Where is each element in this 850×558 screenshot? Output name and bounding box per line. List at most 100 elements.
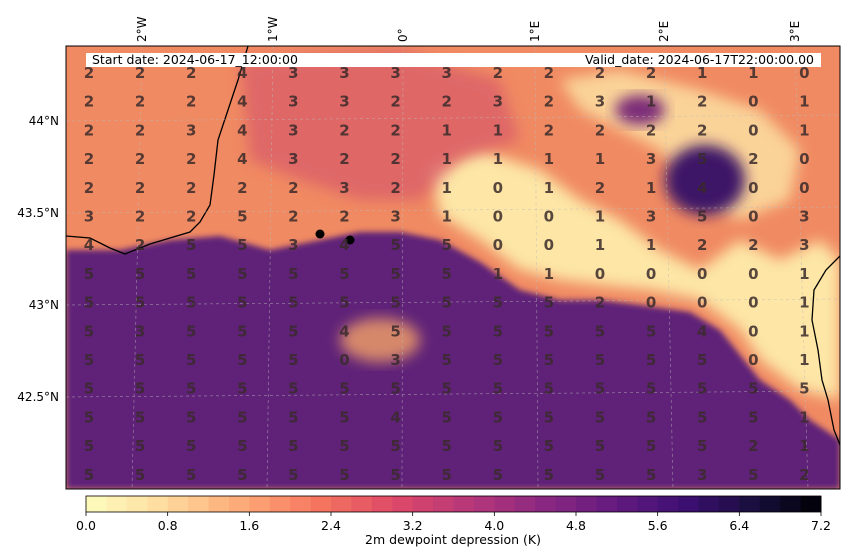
- longitude-labels: 2°W 1°W 0° 1°E 2°E 3°E: [135, 16, 802, 42]
- grid-value: 5: [441, 294, 451, 312]
- grid-value: 2: [135, 150, 145, 168]
- grid-value: 3: [339, 93, 349, 111]
- grid-value: 0: [493, 208, 503, 226]
- grid-value: 0: [544, 208, 554, 226]
- colorbar-tick-label: 2.4: [321, 518, 341, 533]
- grid-value: 5: [697, 351, 707, 369]
- grid-value: 5: [135, 351, 145, 369]
- grid-value: 2: [595, 64, 605, 82]
- grid-value: 5: [544, 437, 554, 455]
- grid-value: 1: [697, 64, 707, 82]
- grid-value: 3: [339, 64, 349, 82]
- colorbar-segment: [637, 496, 659, 512]
- grid-value: 5: [186, 437, 196, 455]
- grid-value: 5: [84, 265, 94, 283]
- grid-value: 2: [595, 294, 605, 312]
- grid-value: 2: [390, 121, 400, 139]
- grid-value: 5: [288, 437, 298, 455]
- grid-value: 5: [493, 466, 503, 484]
- colorbar-segment: [433, 496, 454, 512]
- grid-value: 5: [135, 380, 145, 398]
- grid-value: 4: [697, 322, 707, 340]
- latitude-label: 43.5°N: [17, 206, 59, 220]
- colorbar-segment: [453, 496, 475, 512]
- meridian: [663, 46, 674, 489]
- grid-value: 2: [135, 64, 145, 82]
- grid-value: 5: [748, 380, 758, 398]
- grid-value: 5: [595, 322, 605, 340]
- grid-value: 5: [186, 322, 196, 340]
- grid-value: 0: [493, 179, 503, 197]
- grid-value: 5: [595, 380, 605, 398]
- colorbar: [86, 496, 822, 512]
- grid-value: 2: [135, 179, 145, 197]
- grid-value: 5: [697, 150, 707, 168]
- colorbar-segment: [698, 496, 720, 512]
- grid-value: 1: [799, 121, 809, 139]
- grid-value: 2: [135, 208, 145, 226]
- grid-value: 5: [237, 408, 247, 426]
- grid-value: 0: [748, 322, 758, 340]
- grid-value: 2: [748, 236, 758, 254]
- grid-value: 0: [748, 351, 758, 369]
- grid-value: 5: [84, 380, 94, 398]
- grid-value: 2: [84, 64, 94, 82]
- grid-value: 5: [697, 437, 707, 455]
- grid-value: 5: [799, 380, 809, 398]
- grid-value: 3: [697, 466, 707, 484]
- grid-value: 2: [186, 150, 196, 168]
- grid-value: 1: [799, 437, 809, 455]
- colorbar-segment: [555, 496, 577, 512]
- colorbar-segment: [678, 496, 699, 512]
- colorbar-segment: [188, 496, 209, 512]
- grid-value: 3: [390, 64, 400, 82]
- grid-value: 5: [135, 437, 145, 455]
- grid-value: 5: [390, 265, 400, 283]
- colorbar-tick-label: 4.0: [484, 518, 504, 533]
- colorbar-segment: [535, 496, 557, 512]
- grid-value: 2: [748, 437, 758, 455]
- colorbar-tick-label: 0.8: [158, 518, 178, 533]
- grid-value: 2: [186, 179, 196, 197]
- field-dark-spot-mid: [615, 95, 665, 125]
- grid-value: 5: [544, 294, 554, 312]
- grid-value: 1: [748, 64, 758, 82]
- grid-value: 2: [441, 93, 451, 111]
- grid-value: 2: [186, 64, 196, 82]
- grid-value: 3: [288, 236, 298, 254]
- grid-value: 0: [748, 121, 758, 139]
- grid-value: 5: [390, 294, 400, 312]
- grid-value: 4: [390, 408, 400, 426]
- colorbar-segment: [616, 496, 638, 512]
- grid-value: 1: [595, 208, 605, 226]
- colorbar-segment: [208, 496, 230, 512]
- grid-value: 1: [646, 93, 656, 111]
- coastline-east: [811, 255, 840, 446]
- grid-value: 5: [84, 408, 94, 426]
- field-ocean-light-patch: [340, 318, 420, 362]
- field-low-region: [430, 150, 840, 400]
- grid-value: 5: [544, 322, 554, 340]
- grid-value: 0: [799, 150, 809, 168]
- grid-value: 5: [84, 466, 94, 484]
- grid-value: 5: [339, 437, 349, 455]
- latitude-label: 43°N: [29, 298, 59, 312]
- grid-value: 5: [237, 208, 247, 226]
- colorbar-tick-label: 0.0: [76, 518, 96, 533]
- valid-date-label: Valid_date: 2024-06-17T22:00:00.00: [585, 52, 814, 67]
- grid-value: 2: [748, 150, 758, 168]
- grid-value: 2: [186, 93, 196, 111]
- grid-value: 5: [493, 408, 503, 426]
- grid-value: 3: [288, 64, 298, 82]
- grid-value: 3: [186, 121, 196, 139]
- colorbar-ticks: 0.0 0.8 1.6 2.4 3.2 4.0 4.8 5.6 6.4 7.2: [76, 512, 831, 533]
- colorbar-segment: [249, 496, 271, 512]
- grid-value: 5: [288, 351, 298, 369]
- grid-value: 4: [237, 93, 247, 111]
- grid-value: 5: [339, 408, 349, 426]
- grid-value: 0: [748, 179, 758, 197]
- longitude-label: 3°E: [788, 21, 802, 42]
- colorbar-segment: [412, 496, 434, 512]
- colorbar-segment: [290, 496, 312, 512]
